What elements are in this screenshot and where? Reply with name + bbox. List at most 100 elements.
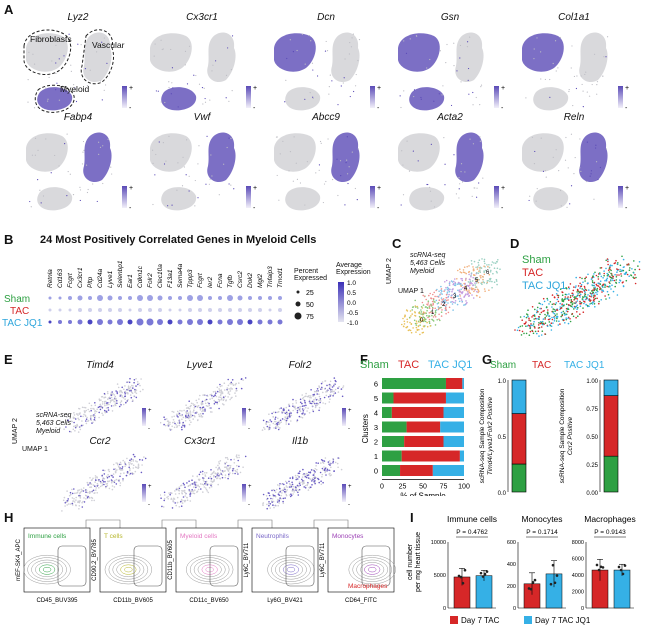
condition-cell: [556, 313, 558, 315]
condition-cell: [591, 303, 594, 305]
feature-cell: [296, 420, 298, 423]
cell-point: [329, 74, 331, 76]
cluster-cell: [424, 325, 426, 327]
i-ytick: 400: [507, 562, 516, 568]
cell-point: [354, 187, 356, 190]
feature-cell: [315, 468, 318, 471]
condition-cell: [605, 259, 607, 262]
cluster-cell: [424, 306, 427, 308]
condition-cell: [583, 285, 586, 288]
feature-cell: [106, 411, 108, 413]
feature-cell: [211, 397, 213, 400]
cell-point: [168, 81, 170, 83]
feature-cell: [301, 402, 303, 405]
feature-cell: [208, 404, 211, 407]
cluster-cell: [454, 302, 456, 304]
dotplot-gene-label: Cd24a: [97, 268, 104, 288]
condition-cell: [638, 268, 641, 271]
feature-cell: [187, 414, 190, 416]
condition-cell: [579, 296, 581, 298]
cell-point: [289, 39, 291, 41]
i-ytick: 4000: [572, 573, 584, 579]
vascular-outline: [80, 29, 115, 85]
cell-point: [201, 86, 204, 89]
feature-cell: [88, 491, 91, 494]
scale-plus: +: [348, 408, 352, 414]
cell-point: [79, 186, 81, 189]
cell-point: [55, 72, 57, 74]
feature-cell: [118, 468, 121, 470]
feature-cell: [140, 471, 143, 474]
feature-cell: [227, 384, 230, 387]
condition-cell: [616, 271, 618, 273]
cluster-cell: [454, 300, 457, 302]
cell-point: [559, 189, 562, 192]
cell-point: [474, 187, 476, 189]
feature-cell: [124, 398, 126, 400]
gene-label: Lyz2: [67, 12, 89, 23]
feature-cell: [182, 424, 184, 427]
feature-cell: [312, 474, 315, 476]
condition-cell: [573, 296, 575, 299]
feature-cell: [99, 480, 102, 483]
g-ylabel-2: Ccr2 Positive: [567, 416, 574, 455]
condition-cell: [593, 273, 595, 275]
cluster-cell: [426, 309, 428, 312]
i-ytick: 5000: [434, 573, 446, 579]
condition-cell: [565, 303, 568, 305]
cluster-cell: [477, 289, 480, 291]
condition-cell: [557, 324, 560, 326]
cell-point: [185, 174, 187, 176]
gene-label: Reln: [563, 112, 585, 123]
feature-cell: [190, 404, 192, 407]
f-xtick: 100: [458, 484, 470, 491]
expression-scale: [370, 186, 375, 208]
feature-cell: [89, 482, 91, 484]
feature-cell: [332, 460, 335, 463]
cell-point: [331, 80, 333, 82]
feature-cell: [191, 490, 193, 493]
expression-scale: [142, 484, 146, 502]
feature-cell: [329, 394, 331, 396]
cluster-cell: [450, 301, 452, 303]
cluster-cell: [432, 297, 435, 300]
flow-xlabel: CD64_FITC: [345, 598, 378, 604]
cluster-cell: [491, 261, 494, 263]
cluster-cell: [438, 290, 440, 292]
cell-point: [544, 78, 546, 81]
feature-cell: [202, 479, 205, 481]
feature-cell: [63, 428, 65, 430]
feature-cell: [213, 403, 216, 405]
panel-b-title: 24 Most Positively Correlated Genes in M…: [40, 234, 317, 246]
dotplot-dot: [227, 295, 233, 301]
expression-scale: [246, 186, 251, 208]
feature-cell: [266, 503, 268, 506]
cluster-cell: [420, 309, 422, 311]
cell-point: [400, 106, 402, 109]
scale-plus: +: [129, 185, 133, 192]
feature-cell: [331, 390, 334, 393]
feature-cell: [311, 405, 314, 407]
condition-cell: [593, 281, 596, 284]
condition-cell: [613, 279, 616, 282]
feature-cell: [94, 492, 96, 494]
g-legend-jq1: TAC JQ1: [564, 360, 605, 371]
cluster-cell: [425, 312, 427, 314]
feature-cell: [132, 472, 135, 475]
feature-cell: [224, 476, 227, 479]
cluster-cell: [446, 291, 449, 293]
condition-cell: [539, 307, 541, 310]
feature-cell: [79, 412, 81, 414]
feature-cell: [275, 488, 278, 491]
feature-cell: [180, 484, 183, 487]
cell-point: [560, 205, 562, 207]
cell-point: [564, 159, 567, 161]
feature-cell: [120, 400, 123, 403]
condition-cell: [546, 299, 549, 301]
mye-cluster: [161, 187, 197, 211]
cell-point: [95, 42, 97, 44]
g-legend-sham: Sham: [490, 360, 516, 371]
condition-cell: [619, 279, 621, 281]
cluster-cell: [434, 301, 436, 303]
feature-cell: [312, 478, 314, 481]
